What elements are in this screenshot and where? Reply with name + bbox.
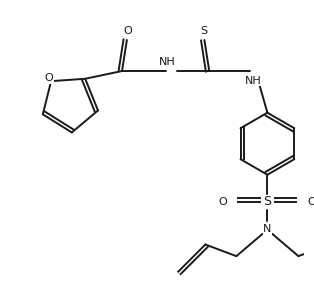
Text: NH: NH (245, 76, 261, 86)
Text: O: O (123, 26, 132, 36)
Text: NH: NH (159, 57, 176, 67)
Text: N: N (263, 224, 272, 234)
Text: S: S (200, 26, 207, 36)
Text: O: O (308, 197, 314, 207)
Text: S: S (263, 195, 271, 208)
Text: O: O (219, 197, 227, 207)
Text: O: O (45, 73, 53, 83)
